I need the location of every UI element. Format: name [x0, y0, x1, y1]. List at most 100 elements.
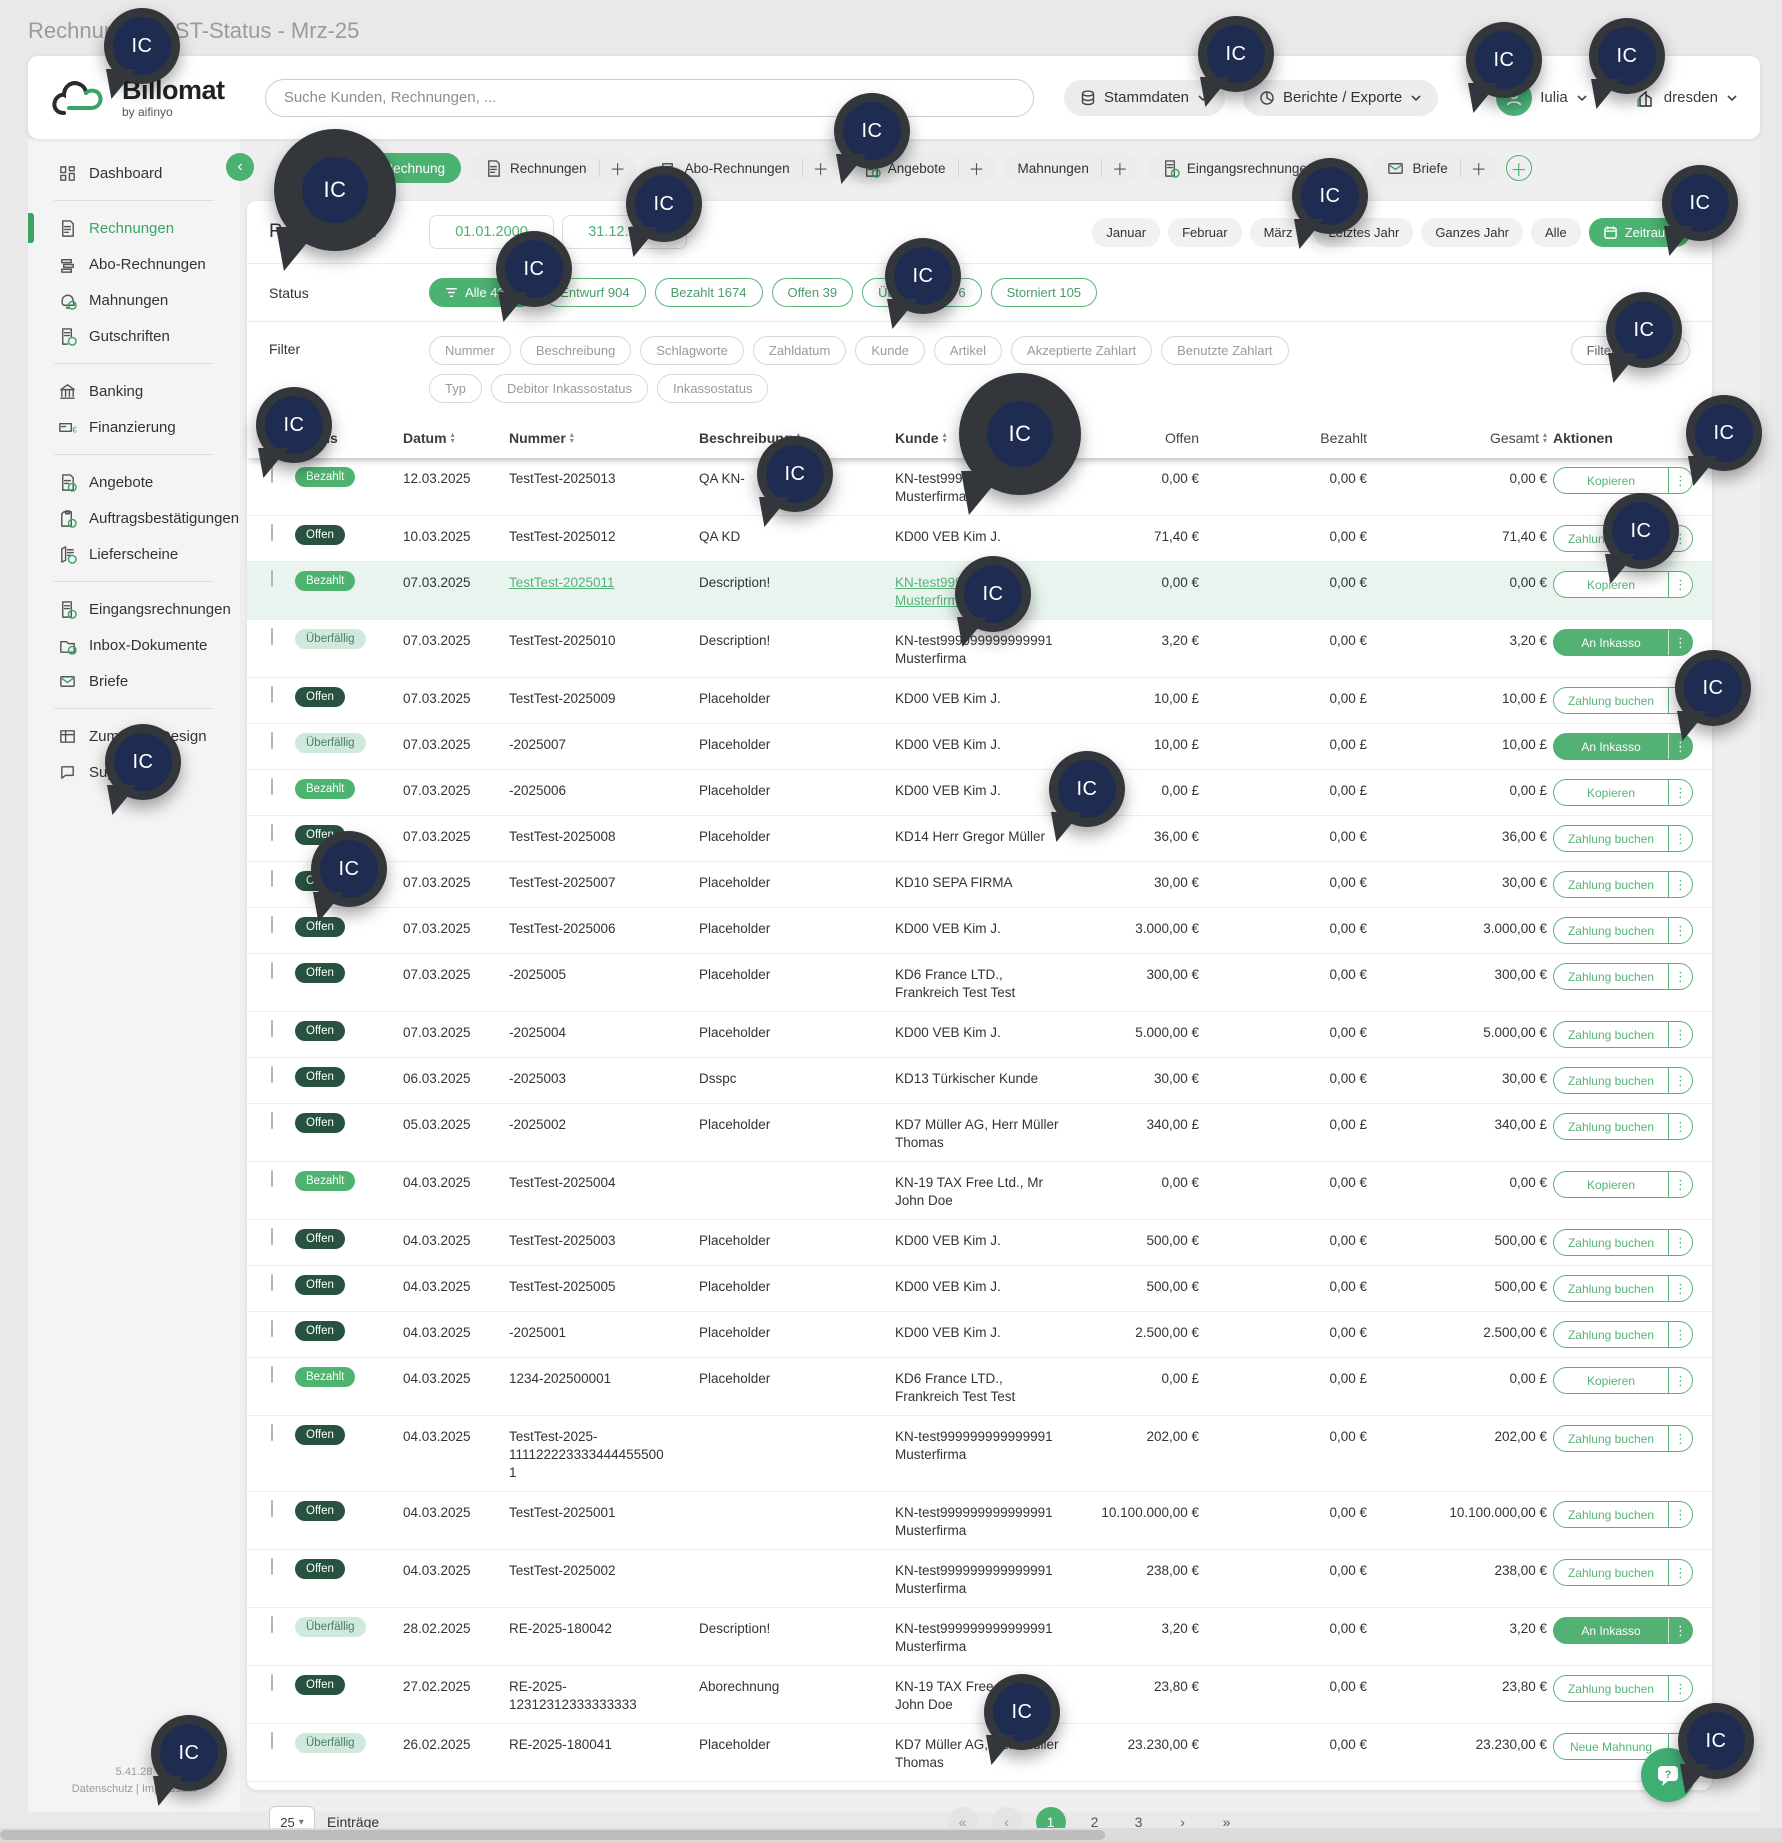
- row-checkbox[interactable]: [271, 1732, 273, 1749]
- row-more-actions[interactable]: ⋮: [1668, 688, 1692, 713]
- table-row[interactable]: Offen 04.03.2025 TestTest-2025001 KN-test99…: [247, 1492, 1712, 1550]
- filter-chip-inkassostatus[interactable]: Inkassostatus: [656, 374, 769, 403]
- row-more-actions[interactable]: ⋮: [1668, 964, 1692, 989]
- row-checkbox[interactable]: [271, 1674, 273, 1691]
- tab-angebote[interactable]: Angebote ＋: [847, 153, 995, 183]
- sidebar-item-mahnungen[interactable]: Mahnungen: [28, 282, 240, 318]
- row-action-button-zahlung-buchen[interactable]: Zahlung buchen ⋮: [1553, 1675, 1693, 1702]
- row-checkbox[interactable]: [271, 824, 273, 841]
- row-more-actions[interactable]: ⋮: [1668, 1368, 1692, 1393]
- invoice-number-link[interactable]: TestTest-2025011: [509, 575, 615, 590]
- legal-links[interactable]: Datenschutz | Impressum: [71, 1783, 197, 1795]
- berichte-exporte-menu[interactable]: Berichte / Exporte: [1243, 79, 1439, 116]
- table-row[interactable]: Offen 04.03.2025 TestTest-2025- 1111222233…: [247, 1416, 1712, 1492]
- sidebar-item-angebote[interactable]: Angebote: [28, 464, 240, 500]
- row-more-actions[interactable]: ⋮: [1668, 1022, 1692, 1047]
- row-checkbox[interactable]: [271, 1228, 273, 1245]
- last-page-button[interactable]: »: [1222, 1814, 1231, 1830]
- customer-link[interactable]: KN-test99999999999 Musterfirma: [895, 575, 1023, 608]
- period-button-ganzes-jahr[interactable]: Ganzes Jahr: [1421, 217, 1524, 247]
- column-header-datum[interactable]: Datum ▴ ▾: [403, 430, 455, 446]
- row-action-button-zahlung-buchen[interactable]: Zahlung buchen ⋮: [1553, 1113, 1693, 1140]
- row-checkbox[interactable]: [271, 686, 273, 703]
- row-checkbox[interactable]: [271, 1616, 273, 1633]
- stammdaten-menu[interactable]: Stammdaten: [1063, 79, 1226, 116]
- tab-rechnungen[interactable]: Rechnungen ＋: [469, 153, 636, 183]
- row-more-actions[interactable]: ⋮: [1668, 1618, 1692, 1643]
- select-all-checkbox[interactable]: [271, 430, 286, 446]
- filter-chip-typ[interactable]: Typ: [429, 374, 482, 403]
- sidebar-item-auftragsbestätigungen[interactable]: Auftragsbestätigungen: [28, 500, 240, 536]
- row-more-actions[interactable]: ⋮: [1668, 872, 1692, 897]
- table-row[interactable]: Offen 27.02.2025 RE-2025- 1231231233333333…: [247, 1666, 1712, 1724]
- tab-mahnungen[interactable]: Mahnungen ＋: [1003, 153, 1138, 183]
- row-checkbox[interactable]: [271, 570, 273, 587]
- column-header-kunde[interactable]: Kunde ▴ ▾: [895, 430, 947, 446]
- row-action-button-kopieren[interactable]: Kopieren ⋮: [1553, 1367, 1693, 1394]
- period-button-alle[interactable]: Alle: [1531, 217, 1581, 247]
- sort-icon[interactable]: ▴ ▾: [450, 430, 455, 445]
- row-action-button-zahlung-buchen[interactable]: Zahlung buchen ⋮: [1553, 1501, 1693, 1528]
- row-checkbox[interactable]: [271, 524, 273, 541]
- row-action-button-zahlung-buchen[interactable]: Zahlung buchen ⋮: [1553, 525, 1693, 552]
- sidebar-item-eingangsrechnungen[interactable]: Eingangsrechnungen: [28, 591, 240, 627]
- period-button-märz[interactable]: März: [1249, 217, 1307, 247]
- period-button-februar[interactable]: Februar: [1168, 217, 1242, 247]
- row-more-actions[interactable]: ⋮: [1668, 918, 1692, 943]
- row-more-actions[interactable]: ⋮: [1668, 1322, 1692, 1347]
- row-action-button-zahlung-buchen[interactable]: Zahlung buchen ⋮: [1553, 1559, 1693, 1586]
- location-menu[interactable]: dresden: [1634, 87, 1738, 109]
- row-action-button-zahlung-buchen[interactable]: Zahlung buchen ⋮: [1553, 917, 1693, 944]
- filter-chip-artikel[interactable]: Artikel: [933, 336, 1003, 365]
- sidebar-item-gutschriften[interactable]: Gutschriften: [28, 318, 240, 354]
- row-action-button-zahlung-buchen[interactable]: Zahlung buchen ⋮: [1553, 1321, 1693, 1348]
- column-header-gesamt[interactable]: Gesamt ▴ ▾: [1489, 430, 1547, 446]
- sidebar-item-rechnungen[interactable]: Rechnungen: [28, 210, 240, 246]
- row-action-button-kopieren[interactable]: Kopieren ⋮: [1553, 467, 1693, 494]
- tabs-scroll-left-button[interactable]: ‹: [226, 153, 254, 181]
- row-more-actions[interactable]: ⋮: [1668, 1114, 1692, 1139]
- row-action-button-an-inkasso[interactable]: An Inkasso ⋮: [1553, 1617, 1693, 1644]
- tab-briefe[interactable]: Briefe ＋: [1372, 153, 1497, 183]
- table-row[interactable]: Überfällig 07.03.2025 -2025007 Placeholder K…: [247, 724, 1712, 770]
- date-to-input[interactable]: 31.12.2025: [562, 215, 687, 249]
- remove-filter-button[interactable]: Filter entfernen: [1570, 336, 1690, 365]
- row-checkbox[interactable]: [271, 1066, 273, 1083]
- table-row[interactable]: Bezahlt 04.03.2025 TestTest-2025004 KN-19 T…: [247, 1162, 1712, 1220]
- table-row[interactable]: Offen 07.03.2025 -2025005 Placeholder KD6 Fr…: [247, 954, 1712, 1012]
- table-row[interactable]: Bezahlt 12.03.2025 TestTest-2025013 QA KN- K…: [247, 458, 1712, 516]
- row-action-button-kopieren[interactable]: Kopieren ⋮: [1553, 1171, 1693, 1198]
- billomat-logo[interactable]: Billomat by aifinyo: [50, 77, 265, 119]
- table-row[interactable]: Offen 07.03.2025 -2025004 Placeholder KD00 V…: [247, 1012, 1712, 1058]
- status-chip-entwurf[interactable]: Entwurf 904: [544, 278, 646, 307]
- sort-icon[interactable]: ▴ ▾: [942, 430, 947, 445]
- filter-chip-debitor-inkassostatus[interactable]: Debitor Inkassostatus: [490, 374, 648, 403]
- filter-chip-schlagworte[interactable]: Schlagworte: [640, 336, 744, 365]
- filter-chip-kunde[interactable]: Kunde: [855, 336, 925, 365]
- sidebar-item-abo-rechnungen[interactable]: Abo-Rechnungen: [28, 246, 240, 282]
- status-chip-bezahlt[interactable]: Bezahlt 1674: [654, 278, 763, 307]
- period-button-januar[interactable]: Januar: [1092, 217, 1161, 247]
- table-row[interactable]: Überfällig 07.03.2025 TestTest-2025010 Desc…: [247, 620, 1712, 678]
- row-more-actions[interactable]: ⋮: [1668, 526, 1692, 551]
- row-more-actions[interactable]: ⋮: [1668, 1172, 1692, 1197]
- add-tab-segment[interactable]: ＋: [1459, 159, 1497, 179]
- row-action-button-zahlung-buchen[interactable]: Zahlung buchen ⋮: [1553, 1021, 1693, 1048]
- status-chip-offen[interactable]: Offen 39: [771, 278, 854, 307]
- row-action-button-zahlung-buchen[interactable]: Zahlung buchen ⋮: [1553, 1425, 1693, 1452]
- table-row[interactable]: Überfällig 28.02.2025 RE-2025-180042 Descri…: [247, 1608, 1712, 1666]
- row-checkbox[interactable]: [271, 1424, 273, 1441]
- row-action-button-zahlung-buchen[interactable]: Zahlung buchen ⋮: [1553, 1067, 1693, 1094]
- status-chip-alle[interactable]: Alle 4398: [429, 278, 536, 307]
- add-tab-segment[interactable]: ＋: [957, 159, 995, 179]
- row-action-button-zahlung-buchen[interactable]: Zahlung buchen ⋮: [1553, 687, 1693, 714]
- table-row[interactable]: Offen 04.03.2025 TestTest-2025002 KN-test99…: [247, 1550, 1712, 1608]
- table-row[interactable]: Offen 07.03.2025 TestTest-2025007 Placehold…: [247, 862, 1712, 908]
- status-chip-storniert[interactable]: Storniert 105: [990, 278, 1098, 307]
- row-checkbox[interactable]: [271, 1500, 273, 1517]
- sidebar-item-banking[interactable]: Banking: [28, 373, 240, 409]
- row-checkbox[interactable]: [271, 870, 273, 887]
- row-action-button-zahlung-buchen[interactable]: Zahlung buchen ⋮: [1553, 871, 1693, 898]
- table-row[interactable]: Bezahlt 07.03.2025 -2025006 Placeholder KD00…: [247, 770, 1712, 816]
- page-button-3[interactable]: 3: [1134, 1814, 1143, 1830]
